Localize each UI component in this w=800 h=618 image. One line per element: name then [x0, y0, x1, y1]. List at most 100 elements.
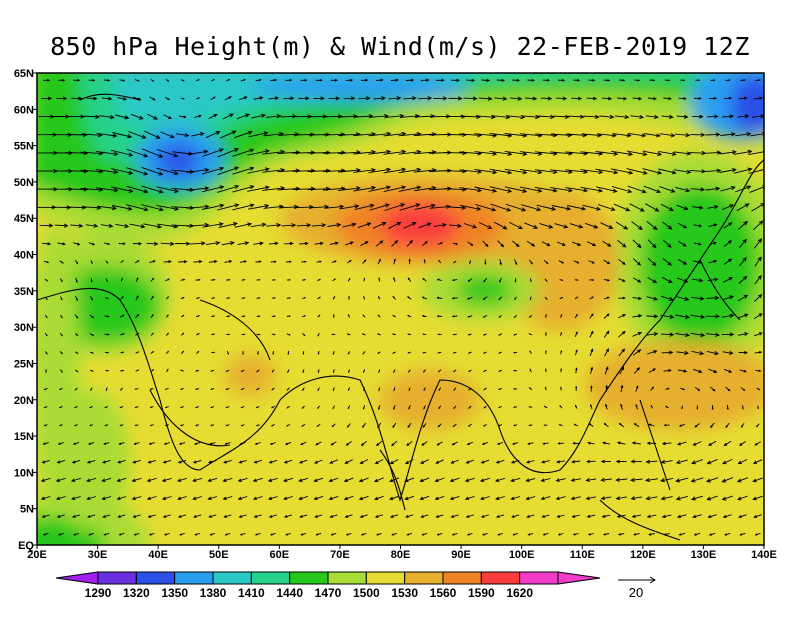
wind-vector-arrow [752, 477, 763, 483]
wind-vector-arrow [251, 113, 267, 119]
wind-vector-arrow [329, 514, 338, 518]
wind-vector-arrow [86, 514, 96, 518]
wind-vector-arrow [705, 186, 721, 191]
wind-vector-arrow [148, 442, 155, 445]
colorbar-label: 1380 [200, 586, 227, 600]
wind-vector-arrow [513, 351, 518, 354]
wind-vector-arrow [146, 496, 157, 501]
wind-vector-arrow [648, 423, 655, 427]
wind-vector-arrow [398, 185, 422, 192]
wind-vector-arrow [738, 350, 749, 355]
wind-vector-arrow [628, 133, 647, 138]
wind-vector-arrow [324, 204, 345, 209]
wind-vector-arrow [95, 169, 119, 175]
latitude-axis: EQ 5N 10N 15N 20N 25N 30N 35N 40N 45N 50N 55N 60N 65N [14, 68, 37, 552]
wind-vector-arrow [201, 203, 225, 210]
wind-vector-arrow [238, 514, 247, 518]
wind-vector-arrow [648, 368, 657, 373]
wind-vector-arrow [329, 241, 339, 245]
wind-vector-arrow [707, 114, 719, 119]
wind-vector-arrow [105, 278, 108, 283]
wind-vector-arrow [240, 78, 247, 82]
wind-vector-arrow [543, 405, 548, 409]
lat-tick-label: 50N [14, 177, 34, 189]
wind-vector-arrow [691, 296, 705, 301]
wind-vector-arrow [557, 79, 566, 82]
wind-vector-arrow [74, 351, 79, 354]
wind-vector-arrow [554, 223, 569, 229]
wind-vector-arrow [406, 532, 413, 536]
wind-vector-arrow [704, 150, 722, 155]
wind-vector-arrow [404, 477, 415, 483]
wind-vector-arrow [726, 404, 729, 411]
wind-vector-arrow [466, 78, 476, 82]
wind-vector-arrow [360, 241, 369, 247]
wind-vector-arrow [59, 351, 64, 355]
wind-vector-arrow [433, 96, 448, 101]
wind-vector-arrow [602, 533, 610, 536]
wind-vector-arrow [353, 185, 377, 192]
wind-vector-arrow [618, 330, 626, 338]
wind-vector-arrow [584, 222, 599, 229]
wind-vector-arrow [268, 96, 280, 101]
wind-vector-arrow [407, 277, 412, 283]
wind-vector-arrow [110, 168, 134, 175]
wind-vector-arrow [513, 424, 518, 427]
wind-vector-arrow [377, 422, 382, 429]
wind-vector-arrow [632, 277, 642, 283]
wind-vector-arrow [565, 169, 589, 175]
colorbar-segment [327, 571, 367, 585]
wind-vector-arrow [534, 169, 558, 175]
wind-vector-arrow [589, 330, 594, 338]
wind-vector-arrow [582, 204, 602, 211]
wind-vector-arrow [392, 422, 397, 429]
wind-vector-arrow [708, 368, 718, 374]
wind-vector-arrow [240, 369, 245, 373]
wind-vector-arrow [498, 369, 503, 372]
wind-vector-arrow [555, 496, 566, 501]
wind-vector-arrow [393, 387, 396, 392]
wind-vector-arrow [120, 369, 125, 372]
wind-vector-arrow [346, 423, 351, 428]
wind-vector-arrow [556, 241, 566, 246]
wind-vector-arrow [467, 315, 473, 318]
wind-vector-arrow [721, 332, 735, 337]
wind-vector-arrow [329, 459, 338, 464]
wind-vector-arrow [539, 222, 554, 229]
wind-vector-arrow [597, 133, 617, 138]
wind-vector-arrow [272, 351, 275, 356]
wind-vector-arrow [237, 241, 250, 246]
wind-vector-arrow [269, 532, 276, 536]
wind-vector-arrow [573, 260, 580, 264]
wind-vector-arrow [105, 297, 110, 300]
wind-vector-arrow [575, 404, 578, 409]
wind-vectors [37, 78, 764, 536]
wind-vector-arrow [328, 477, 339, 483]
wind-vector-arrow [68, 114, 86, 119]
wind-vector-arrow [281, 223, 297, 228]
wind-vector-arrow [489, 150, 513, 157]
lat-tick-label: 35N [14, 286, 34, 298]
wind-vector-arrow [202, 148, 224, 157]
wind-vector-arrow [217, 166, 240, 176]
wind-vector-arrow [194, 114, 202, 118]
wind-vector-arrow [526, 240, 536, 247]
wind-vector-arrow [587, 441, 595, 445]
wind-vector-arrow [437, 242, 444, 245]
wind-vector-arrow [222, 477, 233, 482]
wind-vector-arrow [41, 96, 53, 101]
wind-vector-arrow [495, 496, 505, 501]
wind-vector-arrow [317, 296, 321, 300]
wind-vector-arrow [466, 441, 473, 446]
colorbar-min-arrow [55, 571, 99, 585]
wind-vector-arrow [752, 495, 763, 501]
wind-vector-arrow [452, 423, 457, 428]
wind-vector-arrow [559, 313, 563, 318]
wind-vector-arrow [88, 79, 96, 82]
wind-vector-arrow [163, 442, 170, 445]
wind-vector-arrow [676, 277, 689, 283]
wind-vector-arrow [453, 405, 457, 410]
wind-vector-arrow [207, 459, 217, 464]
wind-vector-arrow [541, 460, 550, 464]
wind-vector-arrow [292, 168, 316, 173]
